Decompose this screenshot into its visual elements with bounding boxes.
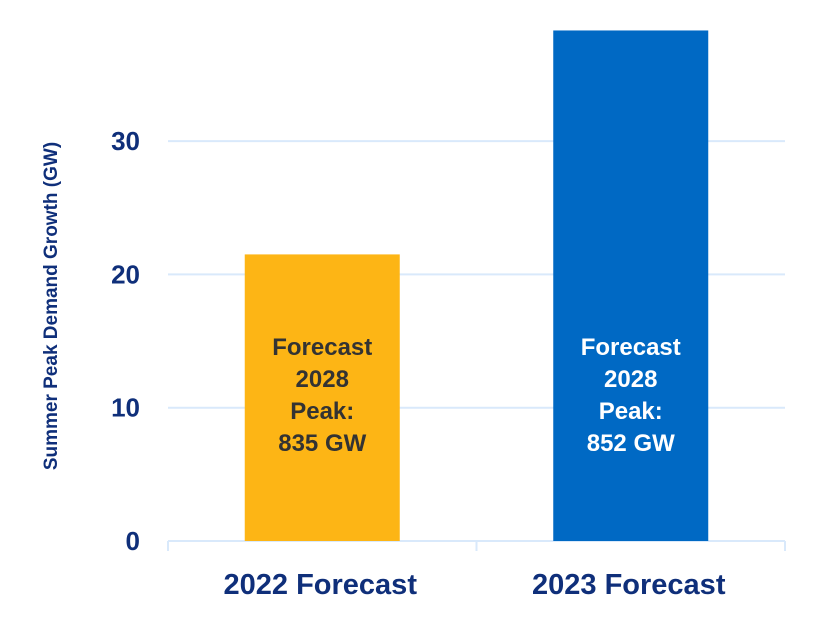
bar-data-label: Peak:	[599, 398, 663, 425]
bar	[244, 254, 400, 541]
bar-data-label: 852 GW	[587, 430, 675, 457]
y-tick-label: 0	[126, 526, 140, 556]
bar-data-label: Forecast	[581, 334, 681, 361]
bars: Forecast 2028 Peak: 835 GW Forecast 2028 Peak:…	[244, 30, 709, 542]
y-tick-labels: 0 10 20 30	[111, 126, 140, 556]
y-tick-label: 30	[111, 126, 140, 156]
y-axis-title: Summer Peak Demand Growth (GW)	[41, 142, 62, 470]
y-tick-label: 20	[111, 259, 140, 289]
x-tick-label: 2023 Forecast	[532, 569, 726, 601]
bar-data-label: Peak:	[290, 398, 354, 425]
bar	[553, 30, 709, 542]
bar-data-label: 835 GW	[278, 430, 366, 457]
x-tick-labels: 2022 Forecast 2023 Forecast	[224, 569, 726, 601]
x-tick-label: 2022 Forecast	[224, 569, 418, 601]
bar-data-label: 2028	[296, 366, 349, 393]
y-tick-label: 10	[111, 393, 140, 423]
bar-data-label: Forecast	[272, 334, 372, 361]
bar-data-label: 2028	[604, 366, 657, 393]
